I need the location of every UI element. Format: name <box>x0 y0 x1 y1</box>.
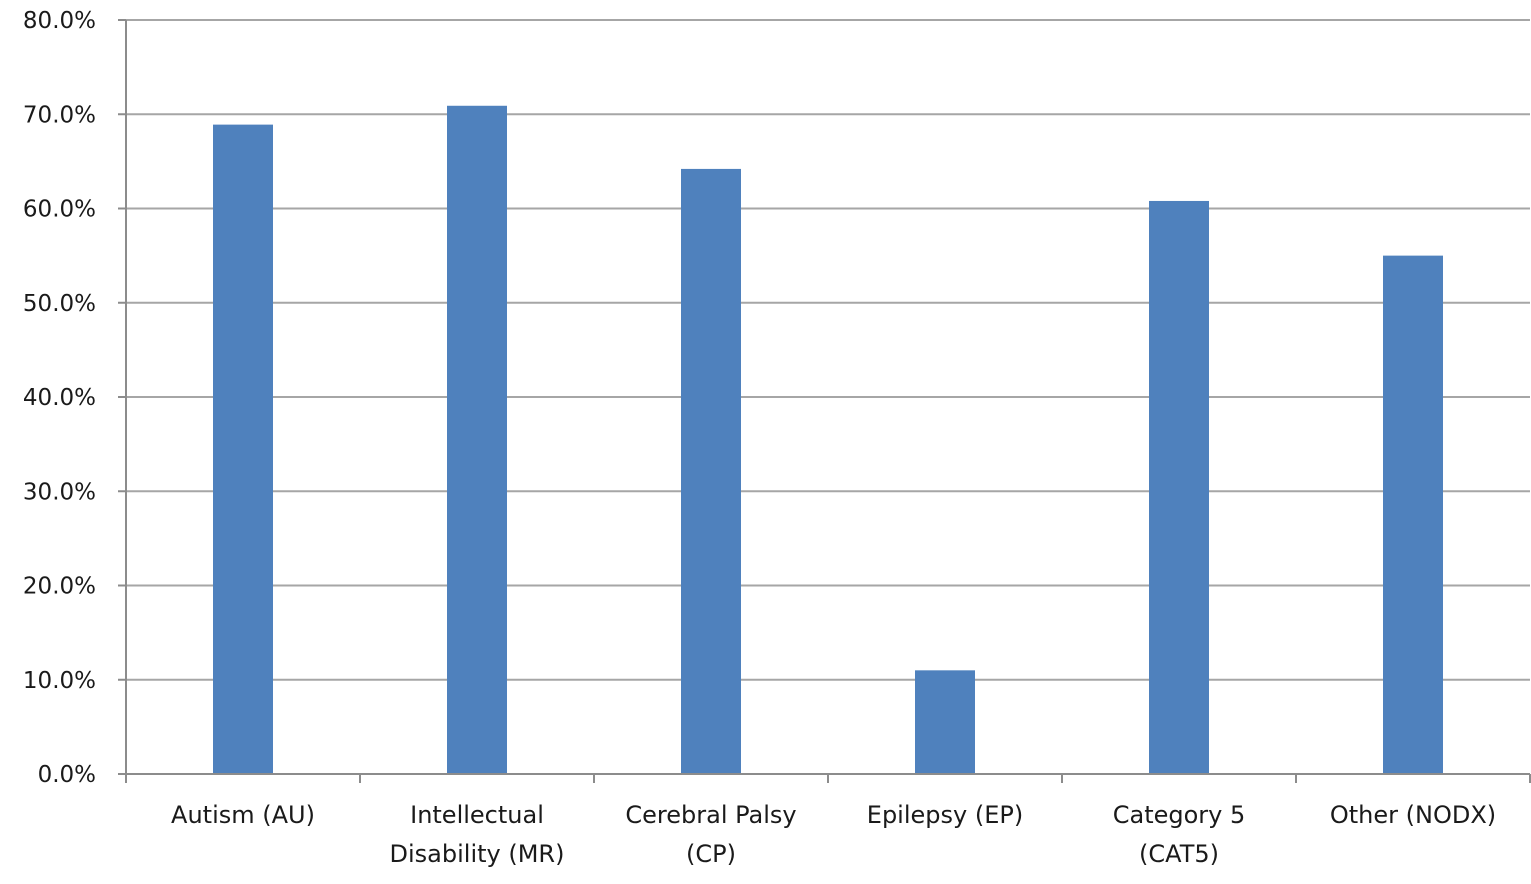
bar <box>213 124 273 775</box>
axes <box>118 19 1531 783</box>
y-tick-label: 0.0% <box>38 762 96 788</box>
x-tick-label-line: Epilepsy (EP) <box>867 801 1023 829</box>
y-tick-label: 40.0% <box>23 385 96 411</box>
y-tick-label: 70.0% <box>23 102 96 128</box>
y-tick-label: 50.0% <box>23 291 96 317</box>
x-tick-label: Epilepsy (EP) <box>867 801 1023 829</box>
y-tick-label: 20.0% <box>23 574 96 600</box>
bar <box>1149 200 1209 774</box>
x-tick-label: Autism (AU) <box>171 801 315 829</box>
y-tick-label: 30.0% <box>23 479 96 505</box>
bar <box>447 105 507 774</box>
x-tick-label: Cerebral Palsy (CP) <box>625 801 796 868</box>
bar <box>681 168 741 775</box>
y-tick-label: 10.0% <box>23 668 96 694</box>
x-tick-label-line: (CAT5) <box>1139 840 1219 868</box>
x-tick-label: Category 5 (CAT5) <box>1113 801 1246 868</box>
gridlines <box>126 19 1530 681</box>
bars <box>213 105 1443 775</box>
x-tick-label-line: Intellectual <box>410 801 544 829</box>
x-tick-label-line: (CP) <box>686 840 736 868</box>
y-tick-label: 60.0% <box>23 197 96 223</box>
bar <box>1383 255 1443 774</box>
x-tick-label-line: Disability (MR) <box>390 840 565 868</box>
x-axis-tick-labels: Autism (AU) Intellectual Disability (MR) Ce… <box>171 801 1496 868</box>
x-tick-label: Other (NODX) <box>1330 801 1496 829</box>
y-axis-tick-labels: 0.0% 10.0% 20.0% 30.0% 40.0% 50.0% 60.0% 70.0% 8… <box>23 8 96 788</box>
bar <box>915 670 975 774</box>
x-tick-label-line: Autism (AU) <box>171 801 315 829</box>
x-tick-label-line: Category 5 <box>1113 801 1246 829</box>
x-tick-label-line: Cerebral Palsy <box>625 801 796 829</box>
x-tick-label: Intellectual Disability (MR) <box>390 801 565 868</box>
y-tick-label: 80.0% <box>23 8 96 34</box>
x-tick-label-line: Other (NODX) <box>1330 801 1496 829</box>
